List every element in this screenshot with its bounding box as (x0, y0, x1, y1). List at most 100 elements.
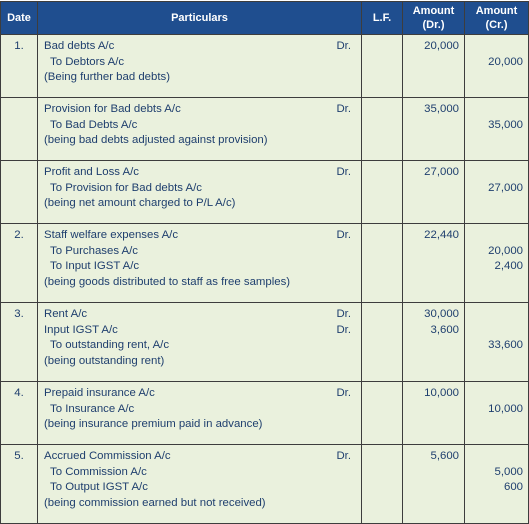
credit-account-text: To Commission A/c (50, 465, 147, 478)
credit-account-text: To Provision for Bad debts A/c (50, 181, 202, 194)
account-text: (Being further bad debts) (44, 71, 171, 84)
journal-body: 1. Bad debts A/c Dr. To Debtors A/c (Being f… (0, 34, 529, 524)
dr-mark: Dr. (336, 387, 351, 399)
credit-account-text: To Purchases A/c (50, 244, 139, 257)
header-amount-dr-line1: Amount (412, 5, 455, 17)
entry-particulars: Rent A/c Dr. Input IGST A/c Dr. To outstandi… (37, 302, 362, 382)
account-text: (being goods distributed to staff as fre… (44, 275, 291, 288)
debit-amount (403, 118, 459, 134)
account-text: Accrued Commission A/c (44, 450, 171, 462)
journal-entry-row: 3. Rent A/c Dr. Input IGST A/c Dr. To outstan… (0, 302, 529, 382)
dr-mark: Dr. (336, 40, 351, 52)
debit-amount: 22,440 (424, 229, 459, 241)
entry-lf (361, 34, 403, 98)
account-text: Rent A/c (44, 308, 88, 320)
account-text: Bad debts A/c (44, 40, 115, 52)
credit-amount (465, 133, 523, 149)
journal-entry-row: Profit and Loss A/c Dr. To Provision for B… (0, 160, 529, 224)
entry-particulars: Profit and Loss A/c Dr. To Provision for B… (37, 160, 362, 224)
credit-account-text: To Bad Debts A/c (50, 118, 138, 131)
header-row: Date Particulars L.F. Amount (Dr.) Amoun… (0, 1, 529, 35)
particulars-line: (being goods distributed to staff as fre… (44, 275, 351, 291)
entry-debit-amounts: 30,000 3,600 (402, 302, 465, 382)
particulars-line: To Output IGST A/c (44, 480, 351, 496)
debit-amount (403, 181, 459, 197)
credit-account-text: To Output IGST A/c (50, 481, 148, 494)
account-text: (being outstanding rent) (44, 354, 165, 367)
credit-amount (465, 417, 523, 433)
journal-entry-row: 5. Accrued Commission A/c Dr. To Commission… (0, 444, 529, 524)
credit-amount: 27,000 (488, 181, 523, 194)
dr-mark: Dr. (336, 229, 351, 241)
journal-entry-row: 2. Staff welfare expenses A/c Dr. To Purcha… (0, 223, 529, 303)
particulars-line: Prepaid insurance A/c Dr. (44, 386, 351, 402)
particulars-line: Rent A/c Dr. (44, 307, 351, 323)
debit-amount (403, 133, 459, 149)
credit-account-text: To outstanding rent, A/c (50, 339, 170, 352)
credit-amount (465, 228, 523, 244)
entry-debit-amounts: 22,440 (402, 223, 465, 303)
particulars-line: Accrued Commission A/c Dr. (44, 449, 351, 465)
credit-amount (465, 165, 523, 181)
debit-amount (403, 402, 459, 418)
credit-amount (465, 102, 523, 118)
credit-amount: 33,600 (488, 339, 523, 352)
credit-amount (465, 386, 523, 402)
entry-debit-amounts: 27,000 (402, 160, 465, 224)
debit-amount: 27,000 (424, 166, 459, 178)
credit-amount: 20,000 (488, 244, 523, 257)
debit-amount (403, 196, 459, 212)
entry-particulars: Accrued Commission A/c Dr. To Commission A… (37, 444, 362, 524)
entry-date: 2. (0, 223, 38, 303)
debit-amount (403, 480, 459, 496)
dr-mark: Dr. (336, 166, 351, 178)
entry-credit-amounts: 35,000 (464, 97, 529, 161)
account-text: Input IGST A/c (44, 323, 118, 336)
header-lf: L.F. (361, 1, 403, 35)
debit-amount (403, 244, 459, 260)
entry-debit-amounts: 5,600 (402, 444, 465, 524)
credit-amount (465, 307, 523, 323)
debit-amount: 35,000 (424, 103, 459, 115)
entry-lf (361, 97, 403, 161)
particulars-line: Staff welfare expenses A/c Dr. (44, 228, 351, 244)
entry-date: 4. (0, 381, 38, 445)
debit-amount (403, 354, 459, 370)
debit-amount (403, 70, 459, 86)
account-text: (being commission earned but not receive… (44, 496, 266, 509)
journal-entry-row: Provision for Bad debts A/c Dr. To Bad Deb… (0, 97, 529, 161)
entry-date (0, 97, 38, 161)
particulars-line: (Being further bad debts) (44, 70, 351, 86)
dr-mark: Dr. (336, 103, 351, 115)
entry-debit-amounts: 20,000 (402, 34, 465, 98)
header-particulars: Particulars (37, 1, 362, 35)
header-date: Date (0, 1, 38, 35)
particulars-line: To outstanding rent, A/c (44, 338, 351, 354)
journal-entry-row: 4. Prepaid insurance A/c Dr. To Insurance A… (0, 381, 529, 445)
entry-credit-amounts: 10,000 (464, 381, 529, 445)
particulars-line: (being commission earned but not receive… (44, 496, 351, 512)
particulars-line: (being net amount charged to P/L A/c) (44, 196, 351, 212)
credit-amount (465, 275, 523, 291)
account-text: (being bad debts adjusted against provis… (44, 134, 268, 147)
credit-amount (465, 70, 523, 86)
entry-particulars: Prepaid insurance A/c Dr. To Insurance A/c… (37, 381, 362, 445)
particulars-line: (being bad debts adjusted against provis… (44, 133, 351, 149)
credit-amount: 10,000 (488, 402, 523, 415)
journal-entry-row: 1. Bad debts A/c Dr. To Debtors A/c (Being f… (0, 34, 529, 98)
credit-account-text: To Insurance A/c (50, 402, 135, 415)
credit-amount: 2,400 (494, 260, 523, 273)
credit-amount: 20,000 (488, 55, 523, 68)
header-amount-cr-line1: Amount (475, 5, 518, 17)
debit-amount (403, 259, 459, 275)
debit-amount (403, 338, 459, 354)
debit-amount (403, 465, 459, 481)
entry-date: 5. (0, 444, 38, 524)
particulars-line: Profit and Loss A/c Dr. (44, 165, 351, 181)
credit-amount: 5,000 (494, 465, 523, 478)
credit-amount: 600 (503, 481, 523, 494)
entry-date (0, 160, 38, 224)
entry-lf (361, 160, 403, 224)
entry-credit-amounts: 27,000 (464, 160, 529, 224)
account-text: (being insurance premium paid in advance… (44, 418, 263, 431)
